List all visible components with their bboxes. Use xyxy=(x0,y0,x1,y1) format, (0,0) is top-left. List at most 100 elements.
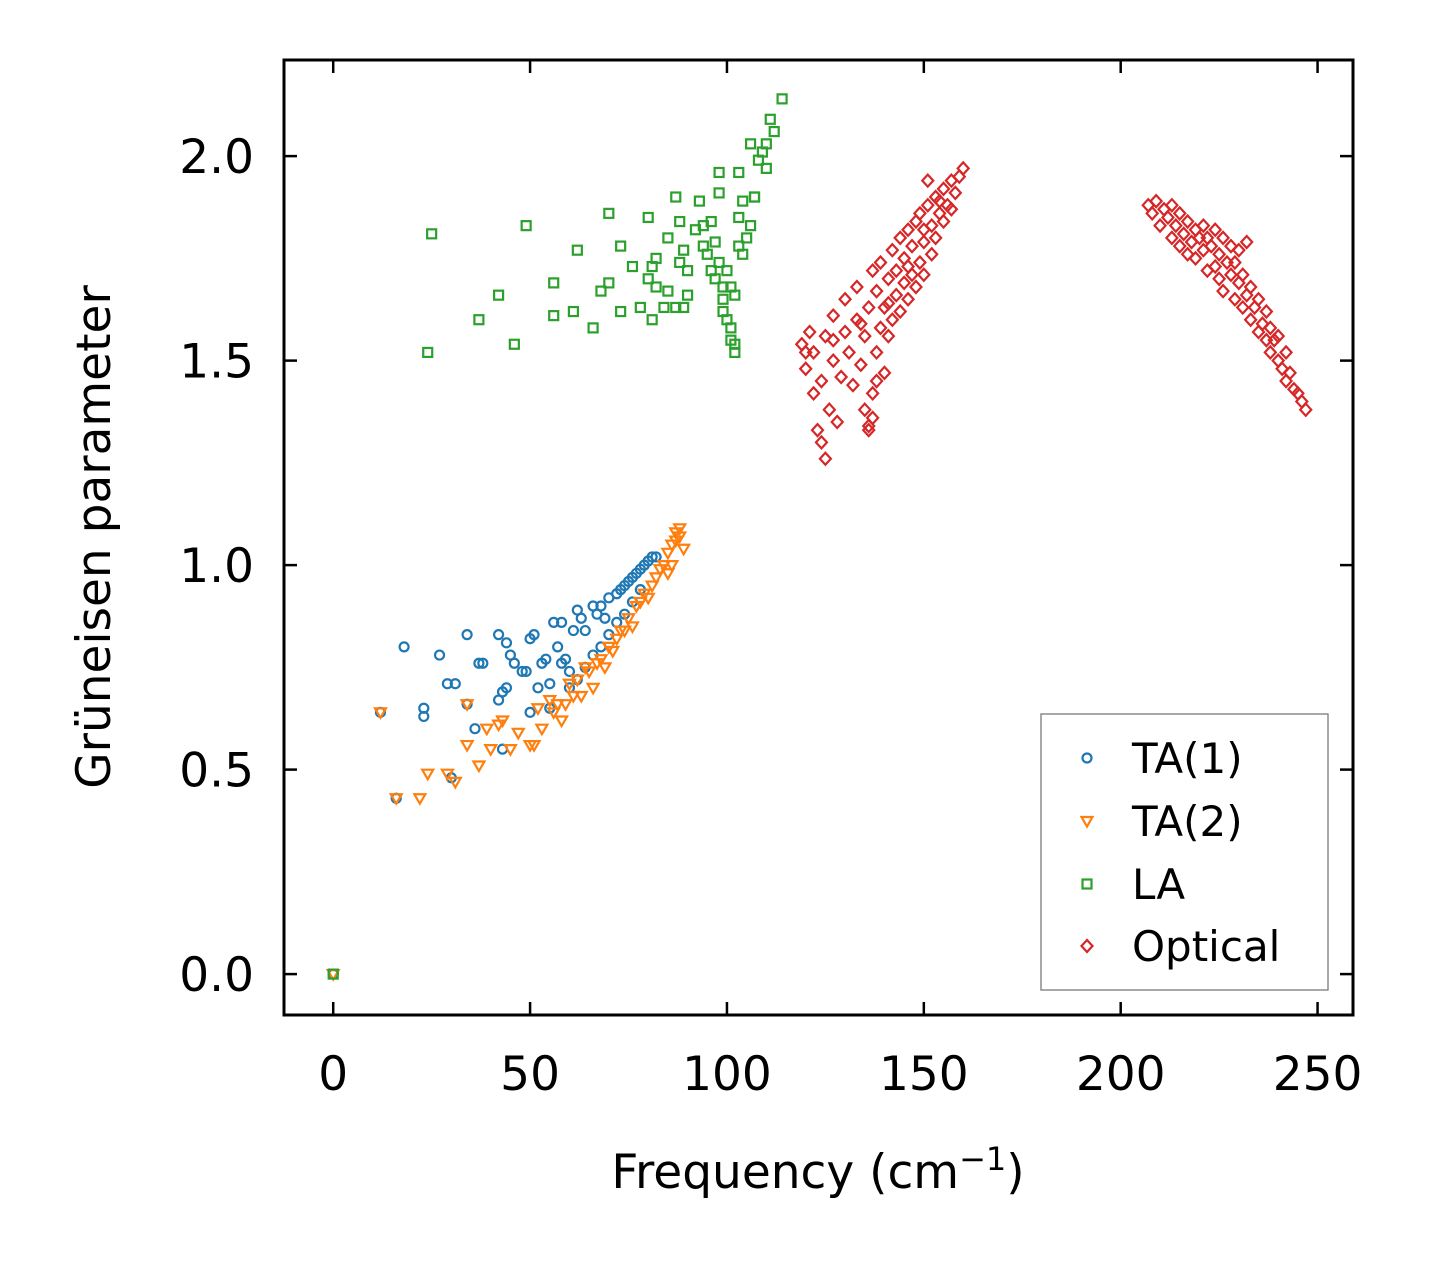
data-point xyxy=(1298,402,1313,418)
data-point xyxy=(1204,238,1219,254)
data-point xyxy=(670,191,682,203)
data-point xyxy=(678,244,690,256)
data-point xyxy=(1275,361,1290,377)
data-point xyxy=(857,328,872,344)
data-point xyxy=(632,596,648,610)
data-point xyxy=(483,744,499,757)
data-point xyxy=(830,414,845,430)
data-point xyxy=(1176,226,1191,242)
data-point xyxy=(573,690,589,704)
data-point xyxy=(524,706,536,718)
data-point xyxy=(912,205,927,222)
data-point xyxy=(664,560,680,573)
data-point xyxy=(510,727,526,741)
data-point xyxy=(459,739,475,753)
data-point xyxy=(1164,197,1179,213)
data-point xyxy=(916,222,931,238)
data-point xyxy=(889,263,904,279)
data-point xyxy=(508,338,520,350)
data-point xyxy=(802,324,817,340)
data-point xyxy=(559,653,572,665)
data-point xyxy=(1259,303,1274,320)
data-point xyxy=(893,303,908,320)
legend-label-ta2: TA(2) xyxy=(1131,797,1243,846)
data-point xyxy=(877,299,892,316)
data-point xyxy=(672,523,688,536)
data-point xyxy=(897,275,912,291)
legend-label-ta1: TA(1) xyxy=(1131,734,1243,783)
data-point xyxy=(920,173,935,189)
data-point xyxy=(646,314,658,326)
data-point xyxy=(1235,299,1250,316)
data-point xyxy=(565,690,581,704)
series-optical xyxy=(794,160,1313,467)
data-point xyxy=(873,320,888,336)
data-point xyxy=(1164,230,1179,246)
data-point xyxy=(534,723,550,737)
data-point xyxy=(889,287,904,303)
data-point xyxy=(1188,250,1203,266)
data-point xyxy=(869,373,884,389)
data-point xyxy=(555,616,568,628)
legend-label-optical: Optical xyxy=(1132,922,1280,971)
data-point xyxy=(1227,291,1242,307)
data-point xyxy=(1216,230,1231,246)
data-point xyxy=(526,739,542,753)
data-point xyxy=(924,218,939,234)
data-point xyxy=(520,665,532,678)
data-point xyxy=(681,289,694,301)
data-point xyxy=(479,723,495,737)
data-point xyxy=(471,760,487,774)
data-point xyxy=(449,678,461,690)
data-point xyxy=(1212,246,1227,262)
data-point xyxy=(818,328,833,344)
data-point xyxy=(581,666,597,680)
data-point xyxy=(621,613,636,626)
data-point xyxy=(1267,332,1282,348)
data-point xyxy=(853,357,868,373)
data-point xyxy=(426,228,438,240)
data-point xyxy=(593,654,609,667)
data-point xyxy=(567,305,579,318)
data-point xyxy=(373,707,388,721)
data-point xyxy=(1172,238,1187,254)
data-point xyxy=(857,402,872,418)
data-point xyxy=(1243,312,1258,328)
data-point xyxy=(1223,267,1238,283)
data-point xyxy=(838,291,853,307)
data-point xyxy=(558,699,573,712)
legend-marker xyxy=(1081,878,1093,890)
data-point xyxy=(873,254,888,271)
data-point xyxy=(650,281,662,293)
data-point xyxy=(658,301,670,314)
data-point xyxy=(327,968,339,980)
data-point xyxy=(1279,344,1294,361)
data-point xyxy=(563,665,576,678)
data-point xyxy=(676,543,692,557)
data-point xyxy=(615,240,627,252)
data-point xyxy=(433,649,446,661)
data-point xyxy=(644,580,660,594)
data-point xyxy=(865,385,880,401)
x-tick-label: 250 xyxy=(1273,1047,1363,1102)
data-point xyxy=(1208,222,1223,238)
data-point xyxy=(798,344,813,361)
data-point xyxy=(713,187,725,199)
data-point xyxy=(1145,205,1160,222)
data-point xyxy=(595,285,607,297)
data-point xyxy=(838,324,853,340)
data-point xyxy=(1149,193,1164,209)
data-point xyxy=(721,265,733,277)
data-point xyxy=(861,422,876,438)
data-point xyxy=(587,322,599,334)
data-point xyxy=(814,373,829,389)
data-point xyxy=(901,258,916,275)
data-point xyxy=(634,301,646,314)
data-point xyxy=(849,279,864,295)
data-point xyxy=(1212,271,1227,287)
data-point xyxy=(650,252,662,264)
data-point xyxy=(579,624,591,637)
data-point xyxy=(1180,213,1195,230)
data-point xyxy=(569,674,585,688)
data-point xyxy=(760,162,772,174)
